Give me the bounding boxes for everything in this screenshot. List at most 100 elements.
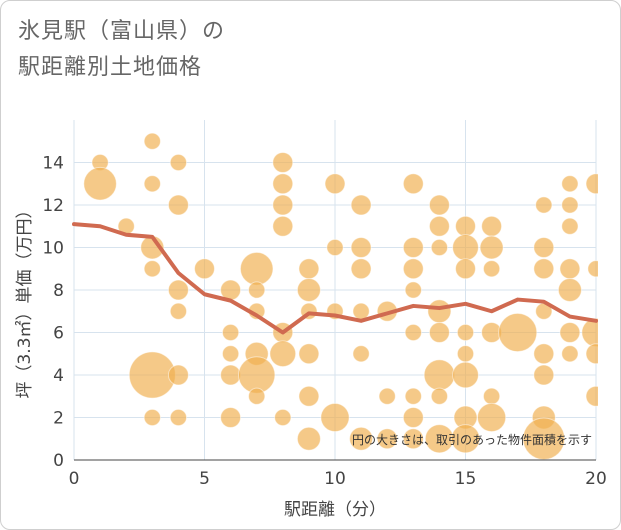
bubble-point [378, 387, 396, 405]
bubble-point [167, 364, 189, 386]
bubble-point [239, 251, 274, 286]
bubble-point [498, 312, 538, 353]
x-tick-label: 5 [199, 469, 210, 489]
bubble-point [423, 359, 456, 391]
bubble-point [482, 260, 501, 278]
x-tick-label: 20 [585, 469, 607, 489]
bubble-point [83, 166, 117, 201]
bubble-point [169, 302, 188, 320]
bubble-point [585, 173, 598, 195]
bubble-point [248, 281, 266, 299]
bubble-point [559, 322, 581, 343]
bubble-point [533, 258, 555, 280]
bubble-point [272, 173, 294, 195]
bubble-point [428, 194, 450, 216]
bubble-point [269, 340, 297, 368]
bubble-point [220, 364, 242, 386]
bubble-point [476, 402, 507, 433]
bubble-point [452, 361, 479, 389]
bubble-point [272, 194, 294, 216]
axes: 0 5 10 15 20 0 2 4 6 8 10 12 14 [42, 154, 606, 490]
y-tick-label: 6 [53, 324, 64, 344]
bubble-point [585, 343, 598, 365]
chart-title-line-2: 駅距離別土地価格 [18, 55, 203, 80]
bubble-point [352, 345, 370, 363]
bubble-point [557, 277, 582, 303]
bubble-point [456, 345, 475, 363]
bubble-point [402, 258, 424, 280]
bubble-point [167, 279, 189, 301]
bubble-point [559, 258, 581, 280]
x-tick-label: 15 [455, 469, 477, 489]
y-axis-label: 坪（3.3㎡）単価（万円） [15, 201, 35, 398]
bubble-point [455, 258, 476, 280]
bubble-point [585, 385, 598, 407]
bubble-point [248, 387, 266, 405]
bubbles [83, 132, 598, 460]
bubble-point [561, 175, 579, 193]
y-tick-label: 0 [53, 451, 64, 471]
bubble-point [326, 238, 344, 257]
bubble-point [350, 258, 372, 280]
y-tick-label: 10 [42, 239, 64, 259]
bubble-point [298, 385, 320, 407]
bubble-point [402, 237, 424, 258]
bubble-point [143, 260, 161, 278]
chart-title: 氷見駅（富山県）の 駅距離別土地価格 [18, 14, 225, 86]
bubble-point [296, 277, 321, 303]
bubble-point [456, 323, 475, 342]
bubble-point [561, 217, 579, 235]
bubble-point [169, 153, 188, 172]
bubble-point [450, 424, 481, 454]
bubble-point [220, 407, 242, 428]
bubble-point [404, 281, 422, 299]
bubble-point [352, 302, 370, 320]
bubble-point [143, 175, 161, 193]
bubble-point [533, 237, 555, 258]
bubble-point [350, 194, 372, 216]
chart-title-line-1: 氷見駅（富山県）の [18, 19, 226, 44]
bubble-point [430, 387, 449, 405]
bubble-point [298, 343, 320, 365]
size-annotation: 円の大きさは、取引のあった物件面積を示す [352, 432, 592, 447]
bubble-point [535, 196, 553, 214]
y-tick-label: 14 [42, 154, 64, 174]
x-axis-label: 駅距離（分） [284, 500, 386, 520]
bubble-point [482, 387, 501, 405]
bubble-point [272, 215, 294, 237]
bubble-point [349, 426, 374, 451]
bubble-point [428, 215, 450, 237]
bubble-point [533, 364, 555, 386]
bubble-point [452, 234, 479, 261]
x-tick-label: 10 [324, 469, 346, 489]
bubble-point [533, 343, 555, 365]
bubble-point [320, 402, 350, 433]
bubble-point [324, 173, 346, 195]
bubble-point [194, 258, 215, 280]
trend-line [72, 222, 598, 335]
y-tick-label: 12 [42, 196, 64, 216]
bubble-point [167, 194, 189, 216]
bubble-point [143, 408, 161, 427]
bubble-point [350, 237, 372, 258]
bubble-point [221, 345, 240, 363]
bubble-point [376, 428, 398, 450]
bubble-point [298, 258, 320, 280]
bubble-point [296, 426, 321, 451]
bubble-point [455, 215, 476, 237]
bubble-point [430, 238, 449, 257]
bubble-point [427, 299, 452, 324]
bubble-point [402, 407, 424, 428]
bubble-point [402, 428, 424, 450]
bubble-point [479, 235, 504, 260]
bubble-point [587, 260, 598, 278]
bubble-point [272, 152, 294, 173]
y-tick-label: 4 [53, 366, 64, 386]
bubble-point [143, 132, 161, 150]
bubble-point [404, 323, 422, 342]
bubble-point [274, 408, 292, 427]
y-tick-label: 2 [53, 409, 64, 429]
bubble-point [221, 323, 240, 342]
x-tick-label: 0 [69, 469, 80, 489]
